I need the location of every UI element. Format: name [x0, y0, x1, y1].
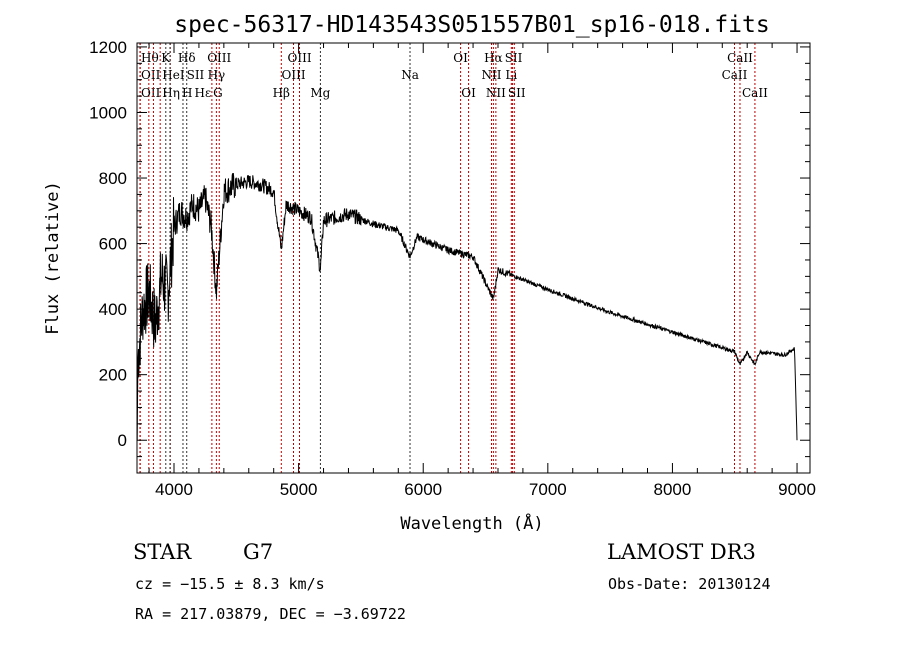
spectral-line-label: OII: [141, 68, 161, 82]
y-tick-label: 400: [99, 300, 127, 319]
spectral-line-label: Li: [505, 68, 517, 82]
spectral-line-label: OI: [461, 86, 476, 100]
spectral-line-label: SII: [187, 68, 205, 82]
spectral-line-label: OIII: [288, 51, 312, 65]
y-tick-label: 1000: [89, 103, 127, 122]
spectral-line-label: Hη: [162, 86, 180, 100]
survey-name: LAMOST DR3: [607, 540, 756, 564]
spectral-line-label: G: [213, 86, 223, 100]
x-axis-label: Wavelength (Å): [400, 512, 543, 534]
coordinates: RA = 217.03879, DEC = −3.69722: [135, 605, 406, 623]
x-tick-label: 4000: [155, 480, 193, 499]
spectral-line-label: OIII: [282, 68, 306, 82]
y-tick-label: 0: [118, 431, 127, 450]
spectral-line-label: Hθ: [141, 51, 159, 65]
spectral-line-label: H: [182, 86, 192, 100]
spectral-line-label: CaII: [727, 51, 753, 65]
y-tick-label: 600: [99, 235, 127, 254]
spectrum-line: [136, 172, 798, 441]
spectral-line-label: Hγ: [208, 68, 226, 82]
redshift-info: cz = −15.5 ± 8.3 km/s: [135, 575, 325, 593]
x-tick-label: 6000: [404, 480, 442, 499]
object-subclass: G7: [243, 540, 273, 564]
x-tick-label: 5000: [280, 480, 318, 499]
spectral-line-label: Hε: [195, 86, 212, 100]
spectral-line-label: SII: [505, 51, 523, 65]
x-tick-label: 9000: [778, 480, 816, 499]
chart-title: spec-56317-HD143543S051557B01_sp16-018.f…: [174, 12, 769, 38]
y-tick-label: 200: [99, 366, 127, 385]
spectral-line-label: NII: [482, 68, 502, 82]
x-tick-label: 7000: [529, 480, 567, 499]
spectral-line-label: Hδ: [178, 51, 196, 65]
spectral-line-label: SII: [508, 86, 526, 100]
spectral-line-label: Hα: [484, 51, 503, 65]
object-class: STAR: [133, 540, 192, 564]
y-tick-label: 1200: [89, 38, 127, 57]
y-tick-label: 800: [99, 169, 127, 188]
spectral-line-label: Na: [401, 68, 419, 82]
spectral-line-label: CaII: [742, 86, 768, 100]
obs-date: Obs-Date: 20130124: [608, 575, 771, 593]
spectral-line-label: CaII: [722, 68, 748, 82]
spectral-line-label: Mg: [310, 86, 330, 100]
spectral-line-label: NII: [486, 86, 506, 100]
spectral-line-label: OI: [453, 51, 468, 65]
spectral-line-label: K: [161, 51, 171, 65]
x-tick-label: 8000: [654, 480, 692, 499]
spectral-line-label: OII: [141, 86, 161, 100]
y-axis-label: Flux (relative): [43, 181, 63, 335]
spectral-line-label: Hβ: [273, 86, 290, 100]
plot-frame: [136, 42, 811, 474]
spectral-line-label: OIII: [207, 51, 231, 65]
spectral-line-label: HeI: [162, 68, 185, 82]
